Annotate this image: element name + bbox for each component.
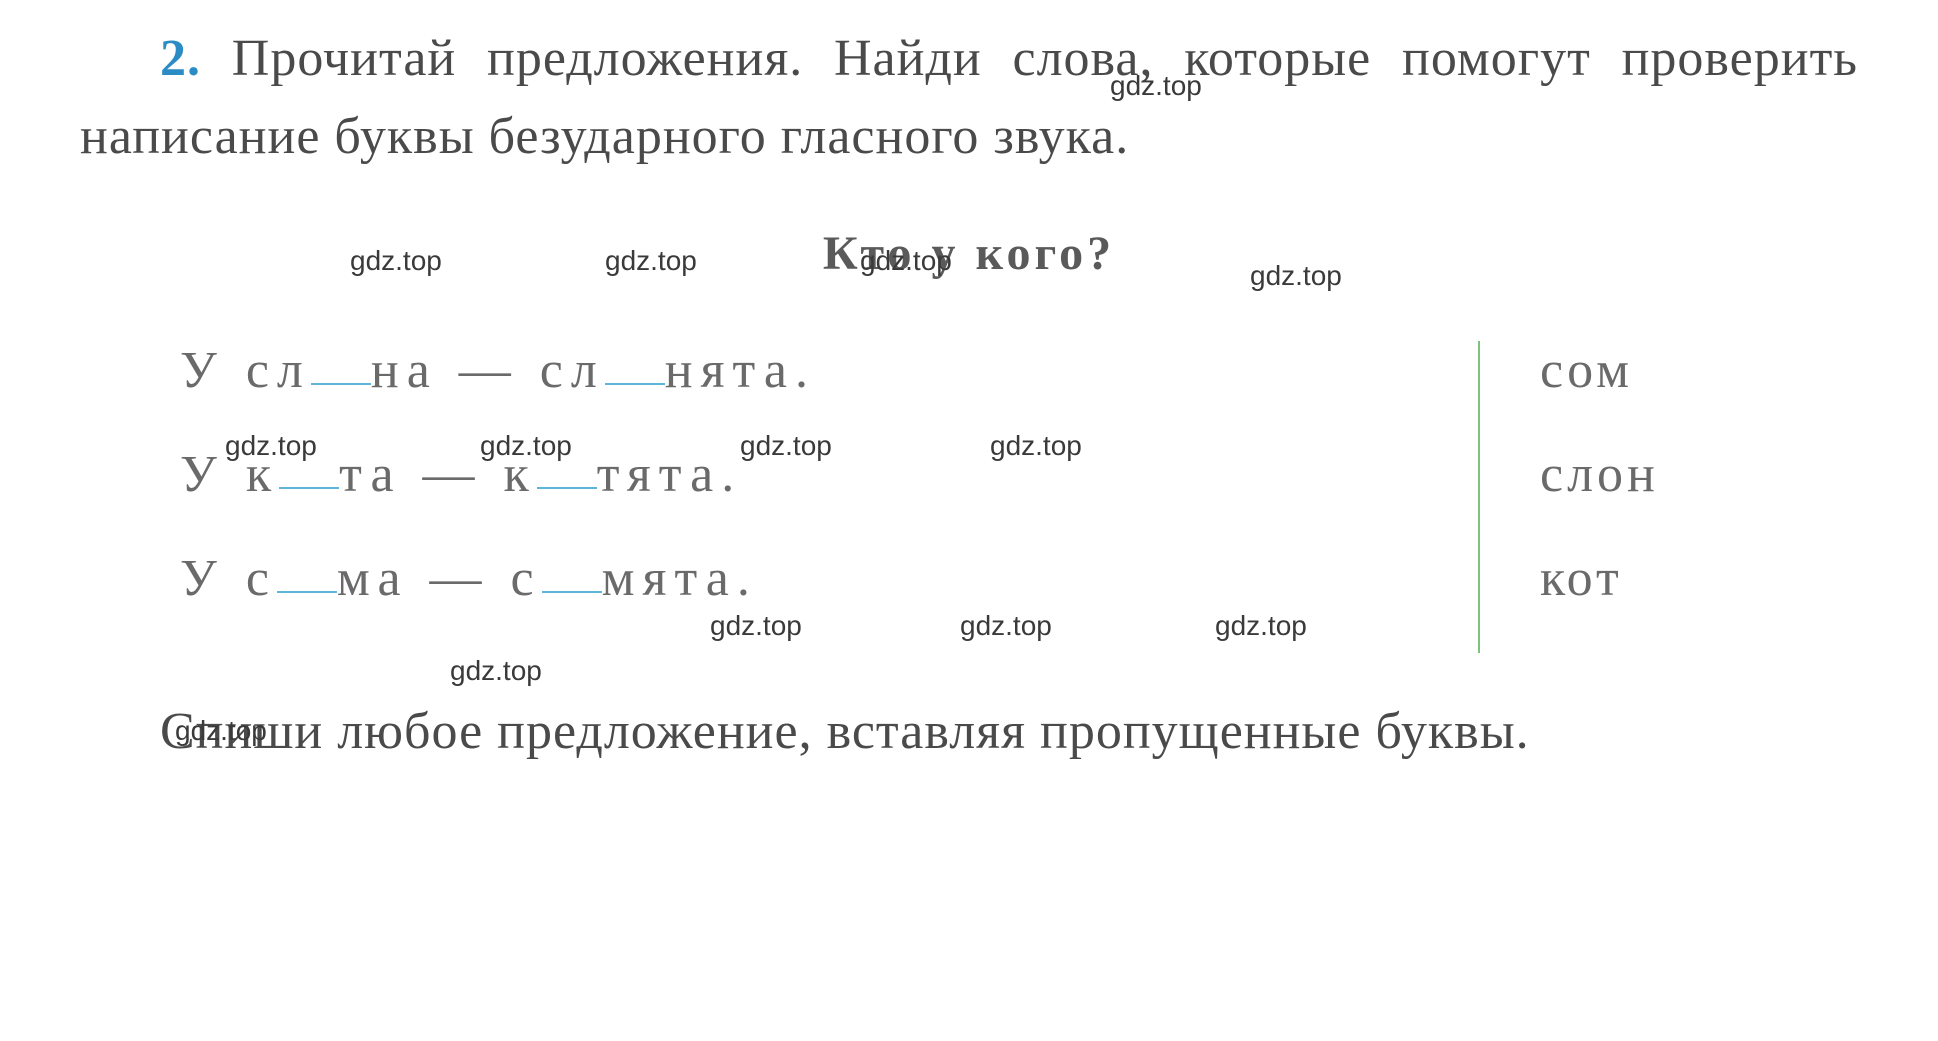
sentences-column: У сл на — сл нята. У к та — к тята. У с ма — … [80, 341, 1478, 653]
check-word: слон [1540, 445, 1858, 504]
sentence-part: У к [180, 446, 279, 503]
instruction-block: 2. Прочитай предложения. Найди слова, ко… [80, 20, 1858, 176]
sentence-part: нята. [665, 342, 816, 399]
blank-fill [605, 383, 665, 385]
sentence-part: на — сл [371, 342, 605, 399]
instruction-paragraph: 2. Прочитай предложения. Найди слова, ко… [80, 20, 1858, 176]
watermark-text: gdz.top [450, 655, 542, 687]
sentence-part: У сл [180, 342, 311, 399]
sentence-line: У с ма — с мята. [80, 549, 1438, 608]
sentence-line: У к та — к тята. [80, 445, 1438, 504]
sentence-part: ма — с [337, 550, 542, 607]
exercise-container: 2. Прочитай предложения. Найди слова, ко… [80, 20, 1858, 771]
exercise-title: Кто у кого? [80, 226, 1858, 281]
instruction-text: Прочитай предложения. Найди слова, котор… [80, 30, 1858, 165]
check-word: сом [1540, 341, 1858, 400]
final-instruction: Спиши любое предложение, вставляя пропущ… [80, 693, 1858, 771]
sentence-part: У с [180, 550, 277, 607]
sentence-part: та — к [339, 446, 537, 503]
blank-fill [542, 591, 602, 593]
blank-fill [311, 383, 371, 385]
exercise-number: 2. [160, 30, 201, 87]
sentence-part: тята. [597, 446, 742, 503]
blank-fill [279, 487, 339, 489]
check-word: кот [1540, 549, 1858, 608]
sentence-line: У сл на — сл нята. [80, 341, 1438, 400]
blank-fill [537, 487, 597, 489]
content-row: У сл на — сл нята. У к та — к тята. У с ма — … [80, 341, 1858, 653]
sentence-part: мята. [602, 550, 758, 607]
blank-fill [277, 591, 337, 593]
check-words-column: сом слон кот [1478, 341, 1858, 653]
